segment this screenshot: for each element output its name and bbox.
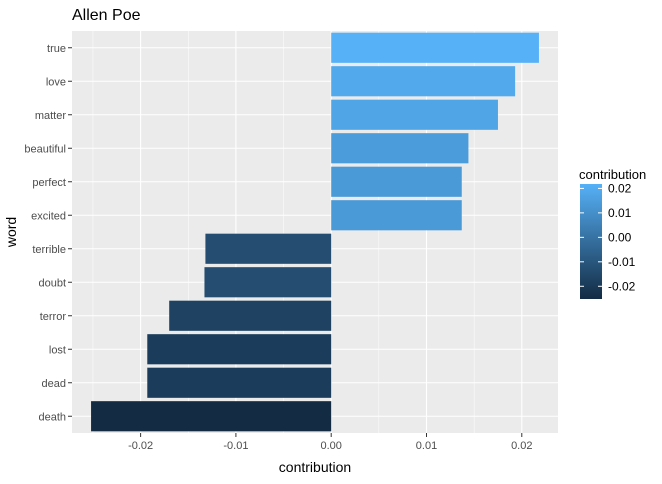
legend-tick-label: 0.02 bbox=[608, 181, 632, 195]
bar-matter bbox=[331, 99, 498, 130]
bar-terrible bbox=[205, 233, 332, 264]
y-tick-label: matter bbox=[35, 110, 67, 122]
y-tick-label: dead bbox=[42, 378, 66, 390]
bar-death bbox=[91, 401, 332, 432]
x-tick-label: 0.01 bbox=[416, 440, 437, 452]
x-axis-title: contribution bbox=[279, 459, 351, 475]
y-tick-label: doubt bbox=[38, 277, 66, 289]
y-tick-label: perfect bbox=[32, 177, 66, 189]
y-tick-label: lost bbox=[49, 344, 66, 356]
x-tick-label: 0.00 bbox=[320, 440, 341, 452]
bar-lost bbox=[147, 334, 332, 365]
chart-title: Allen Poe bbox=[72, 7, 141, 24]
legend-tick-label: -0.02 bbox=[608, 279, 636, 293]
bar-doubt bbox=[204, 267, 332, 298]
y-axis-title: word bbox=[3, 217, 19, 248]
bars bbox=[91, 32, 539, 432]
legend-title: contribution bbox=[579, 167, 646, 182]
y-tick-label: excited bbox=[31, 210, 66, 222]
color-legend: contribution 0.02 0.01 0.00 -0.01 -0.02 bbox=[579, 167, 646, 299]
y-tick-label: death bbox=[38, 411, 66, 423]
bar-perfect bbox=[331, 166, 462, 197]
legend-tick-label: 0.01 bbox=[608, 206, 632, 220]
y-tick-label: terrible bbox=[32, 244, 66, 256]
legend-color-bar bbox=[580, 184, 602, 299]
y-tick-label: love bbox=[46, 76, 66, 88]
y-tick-label: true bbox=[47, 43, 66, 55]
legend-tick-label: -0.01 bbox=[608, 255, 636, 269]
x-axis: -0.02 -0.01 0.00 0.01 0.02 bbox=[128, 433, 532, 452]
x-tick-label: 0.02 bbox=[511, 440, 532, 452]
bar-terror bbox=[169, 300, 332, 331]
x-tick-label: -0.01 bbox=[223, 440, 248, 452]
bar-beautiful bbox=[331, 133, 469, 164]
bar-excited bbox=[331, 200, 462, 231]
bar-love bbox=[331, 66, 516, 97]
bar-dead bbox=[147, 367, 332, 398]
y-tick-label: beautiful bbox=[24, 143, 66, 155]
plot-panel bbox=[72, 31, 558, 433]
y-axis: true love matter beautiful perfect excited ter… bbox=[24, 43, 72, 423]
legend-ticks: 0.02 0.01 0.00 -0.01 -0.02 bbox=[580, 181, 636, 293]
bar-true bbox=[331, 32, 539, 63]
y-tick-label: terror bbox=[40, 311, 67, 323]
legend-tick-label: 0.00 bbox=[608, 230, 632, 244]
x-tick-label: -0.02 bbox=[128, 440, 153, 452]
